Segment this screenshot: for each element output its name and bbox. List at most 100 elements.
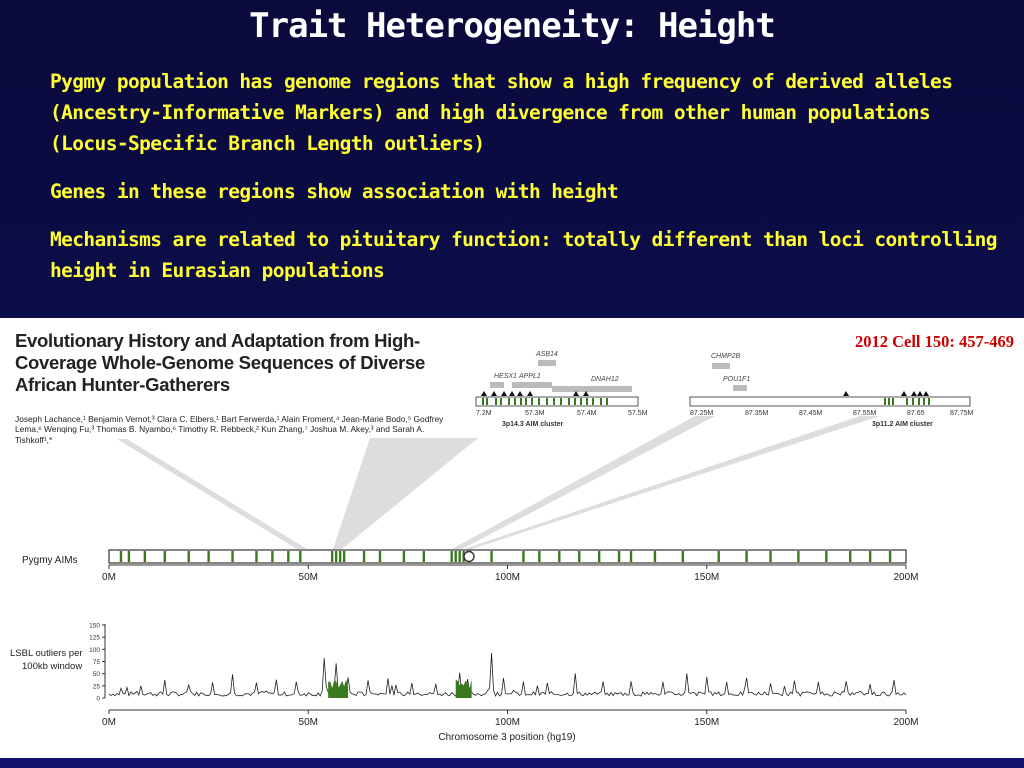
chromosome-bar <box>108 549 907 564</box>
aim-marker <box>653 551 657 562</box>
inset-aim-marker <box>892 398 894 405</box>
inset-tick-label: 7.2M <box>476 410 492 417</box>
inset-aim-marker <box>486 398 488 405</box>
snp-triangle-icon <box>573 391 579 396</box>
bullet-text: Mechanisms are related to pituitary func… <box>50 228 998 282</box>
aim-marker <box>681 551 685 562</box>
inset-aim-marker <box>525 398 527 405</box>
bullet-item: Mechanisms are related to pituitary func… <box>14 224 1014 286</box>
aims-tick-label: 0M <box>102 572 116 583</box>
inset-aim-marker <box>606 398 608 405</box>
aim-marker <box>422 551 426 562</box>
lsbl-highlight-region <box>328 679 349 698</box>
lsbl-x-tick-label: 200M <box>893 717 918 728</box>
gene-asb14-box <box>538 360 556 366</box>
lsbl-x-tick-label: 150M <box>694 717 719 728</box>
inset-aim-marker <box>906 398 908 405</box>
gene-label: HESX1 <box>494 373 517 380</box>
aim-marker <box>629 551 633 562</box>
aim-marker <box>338 551 342 562</box>
lsbl-xlabel: Chromosome 3 position (hg19) <box>438 732 575 743</box>
inset-tick-label: 87.25M <box>690 410 714 417</box>
inset-aim-marker <box>580 398 582 405</box>
aim-marker <box>402 551 406 562</box>
aim-marker <box>797 551 800 562</box>
slide-bottom-band <box>0 758 1024 768</box>
inset-aim-marker <box>520 398 522 405</box>
lsbl-x-tick-label: 100M <box>495 717 520 728</box>
aims-tick-label: 50M <box>299 572 318 583</box>
inset-cluster-label: 3p14.3 AIM cluster <box>502 421 563 428</box>
snp-triangle-icon <box>583 391 589 396</box>
paper-authors: Joseph Lachance,¹ Benjamin Vernot,³ Clar… <box>15 414 444 445</box>
aim-marker <box>362 551 366 562</box>
inset-right: CHMP2B POU1F1 87.25M 87.35M 87.45M 87.55… <box>689 353 974 428</box>
lsbl-y-tick-label: 100 <box>89 647 100 654</box>
aim-marker <box>849 551 852 562</box>
lsbl-y-tick-label: 75 <box>93 659 101 666</box>
gene-hesx1-box <box>490 382 504 388</box>
inset-aim-marker <box>560 398 562 405</box>
snp-triangle-icon <box>843 391 849 396</box>
aim-marker <box>330 551 334 562</box>
lsbl-ylabel: LSBL outliers per <box>10 648 83 659</box>
inset-aim-marker <box>553 398 555 405</box>
inset-aim-marker <box>508 398 510 405</box>
aims-tick-label: 200M <box>893 572 918 583</box>
aim-marker <box>717 551 720 562</box>
inset-aim-marker <box>500 398 502 405</box>
aim-marker <box>868 551 872 562</box>
inset-aim-marker <box>531 398 533 405</box>
aim-marker <box>271 551 274 562</box>
zoom-funnel-right-a <box>452 416 715 549</box>
aim-marker <box>538 551 541 562</box>
zoom-funnel-right-b <box>464 416 880 549</box>
inset-aim-marker <box>912 398 914 405</box>
aim-marker <box>255 551 258 562</box>
lsbl-x-tick-label: 50M <box>299 717 318 728</box>
genome-figure: ASB14 HESX1 APPL1 DNAH12 7.2M 57.3M 57.4… <box>10 351 974 743</box>
inset-tick-label: 57.4M <box>577 410 597 417</box>
paper-figure: Evolutionary History and Adaptation from… <box>0 318 1024 758</box>
lsbl-trace-line <box>108 652 907 697</box>
aim-marker <box>458 551 461 562</box>
snp-triangle-icon <box>527 391 533 396</box>
snp-triangle-icon <box>923 391 929 396</box>
aims-track-label: Pygmy AIMs <box>22 555 78 566</box>
snp-triangle-icon <box>517 391 523 396</box>
inset-aim-marker <box>884 398 886 405</box>
aim-marker <box>143 551 147 562</box>
gene-pou1f1-box <box>733 385 747 391</box>
zoom-funnel-left-b <box>333 438 478 549</box>
aim-marker <box>378 551 382 562</box>
centromere-icon <box>463 550 475 563</box>
inset-aim-marker <box>928 398 930 405</box>
inset-aim-marker <box>546 398 548 405</box>
gene-label: APPL1 <box>518 373 541 380</box>
aim-marker <box>187 551 190 562</box>
aim-marker <box>597 551 601 562</box>
zoom-funnel-left-a <box>117 439 307 549</box>
lsbl-x-tick-label: 0M <box>102 717 116 728</box>
inset-left-bar <box>475 396 639 407</box>
gene-chmp2b-box <box>712 363 730 369</box>
inset-aim-marker <box>568 398 570 405</box>
aim-marker <box>342 551 346 562</box>
gene-label: CHMP2B <box>711 353 741 360</box>
inset-aim-marker <box>538 398 540 405</box>
lsbl-y-tick-label: 50 <box>93 671 101 678</box>
bullet-item: Pygmy population has genome regions that… <box>14 66 1014 159</box>
inset-tick-label: 87.45M <box>799 410 823 417</box>
aims-tick-label: 100M <box>495 572 520 583</box>
aim-marker <box>454 551 457 562</box>
aim-marker <box>207 551 210 562</box>
snp-triangle-icon <box>481 391 487 396</box>
inset-cluster-label: 3p11.2 AIM cluster <box>872 421 933 428</box>
inset-tick-label: 87.35M <box>745 410 769 417</box>
snp-triangle-icon <box>901 391 907 396</box>
aim-marker <box>127 551 131 562</box>
aim-marker <box>334 551 338 562</box>
aim-marker <box>522 551 525 562</box>
inset-tick-label: 87.75M <box>950 410 974 417</box>
inset-left: ASB14 HESX1 APPL1 DNAH12 7.2M 57.3M 57.4… <box>475 351 648 428</box>
